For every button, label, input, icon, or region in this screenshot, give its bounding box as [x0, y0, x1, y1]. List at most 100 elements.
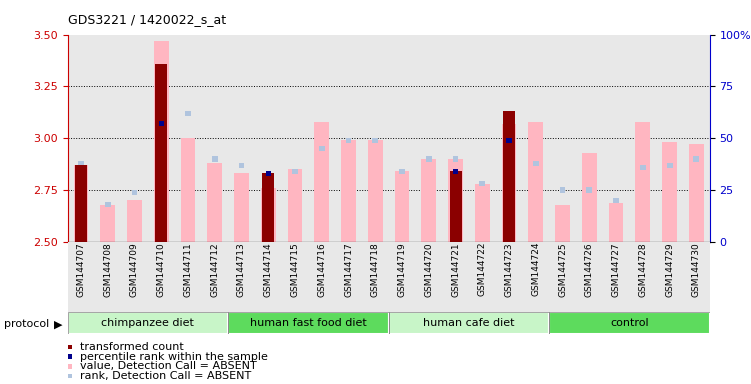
Bar [549, 312, 710, 334]
Bar [426, 156, 432, 162]
Bar [185, 111, 191, 116]
Text: GSM144719: GSM144719 [397, 242, 406, 297]
Text: GSM144727: GSM144727 [611, 242, 620, 296]
Bar [693, 156, 699, 162]
Text: GSM144707: GSM144707 [77, 242, 86, 297]
Bar [68, 312, 228, 334]
Bar [559, 187, 566, 193]
Bar [533, 161, 538, 166]
Text: ▶: ▶ [54, 319, 62, 329]
Text: GSM144714: GSM144714 [264, 242, 273, 296]
Bar [212, 156, 218, 162]
Bar [262, 174, 274, 242]
Bar [75, 165, 87, 242]
Bar [502, 124, 517, 242]
Bar [448, 159, 463, 242]
Bar [399, 169, 405, 174]
Text: transformed count: transformed count [80, 342, 183, 352]
Bar [68, 242, 710, 313]
Text: GSM144713: GSM144713 [237, 242, 246, 297]
Text: human fast food diet: human fast food diet [250, 318, 366, 328]
Bar [315, 122, 329, 242]
Bar [158, 115, 164, 120]
Text: GSM144729: GSM144729 [665, 242, 674, 296]
Bar [68, 312, 228, 334]
Bar [587, 187, 593, 193]
Text: GSM144726: GSM144726 [585, 242, 594, 296]
Bar [475, 184, 490, 242]
Text: GDS3221 / 1420022_s_at: GDS3221 / 1420022_s_at [68, 13, 226, 26]
Text: GSM144709: GSM144709 [130, 242, 139, 297]
Bar [609, 202, 623, 242]
Bar [613, 198, 619, 203]
Bar [292, 169, 298, 174]
Text: human cafe diet: human cafe diet [423, 318, 514, 328]
Text: GSM144728: GSM144728 [638, 242, 647, 296]
Bar [228, 312, 389, 334]
Text: value, Detection Call = ABSENT: value, Detection Call = ABSENT [80, 361, 256, 371]
Bar [635, 122, 650, 242]
Bar [667, 162, 672, 168]
Text: GSM144725: GSM144725 [558, 242, 567, 296]
Bar [368, 140, 382, 242]
Bar [127, 200, 142, 242]
Bar [389, 312, 549, 334]
Bar [228, 312, 389, 334]
Text: GSM144718: GSM144718 [371, 242, 380, 297]
Bar [479, 181, 485, 187]
Bar [450, 171, 462, 242]
Bar [319, 146, 324, 151]
Bar [506, 138, 512, 143]
Bar [288, 169, 303, 242]
Bar [181, 138, 195, 242]
Bar [506, 138, 511, 143]
Bar [555, 205, 570, 242]
Bar [101, 205, 115, 242]
Text: GSM144708: GSM144708 [103, 242, 112, 297]
Text: GSM144722: GSM144722 [478, 242, 487, 296]
Text: GSM144717: GSM144717 [344, 242, 353, 297]
Text: chimpanzee diet: chimpanzee diet [101, 318, 195, 328]
Bar [207, 163, 222, 242]
Text: GSM144715: GSM144715 [291, 242, 300, 297]
Bar [78, 161, 84, 166]
Bar [105, 202, 110, 207]
Bar [640, 165, 646, 170]
Bar [155, 64, 167, 242]
Bar [154, 41, 168, 242]
Bar [503, 111, 515, 242]
Bar [234, 174, 249, 242]
Text: GSM144711: GSM144711 [183, 242, 192, 297]
Bar [372, 138, 379, 143]
Text: protocol: protocol [4, 319, 49, 329]
Text: GSM144720: GSM144720 [424, 242, 433, 296]
Bar [582, 153, 596, 242]
Bar [265, 187, 271, 193]
Bar [549, 312, 710, 334]
Text: GSM144723: GSM144723 [505, 242, 514, 296]
Text: GSM144730: GSM144730 [692, 242, 701, 297]
Bar [662, 142, 677, 242]
Bar [158, 121, 164, 126]
Bar [345, 138, 351, 143]
Bar [239, 162, 244, 168]
Text: GSM144716: GSM144716 [317, 242, 326, 297]
Bar [266, 171, 271, 176]
Bar [74, 165, 89, 242]
Text: GSM144724: GSM144724 [531, 242, 540, 296]
Text: control: control [610, 318, 649, 328]
Text: rank, Detection Call = ABSENT: rank, Detection Call = ABSENT [80, 371, 251, 381]
Text: GSM144721: GSM144721 [451, 242, 460, 296]
Bar [453, 169, 458, 174]
Text: percentile rank within the sample: percentile rank within the sample [80, 352, 267, 362]
Bar [261, 188, 276, 242]
Bar [341, 140, 356, 242]
Bar [395, 171, 409, 242]
Bar [689, 144, 704, 242]
Bar [389, 312, 549, 334]
Bar [453, 156, 458, 162]
Bar [421, 159, 436, 242]
Bar [131, 190, 137, 195]
Text: GSM144712: GSM144712 [210, 242, 219, 296]
Text: GSM144710: GSM144710 [157, 242, 166, 297]
